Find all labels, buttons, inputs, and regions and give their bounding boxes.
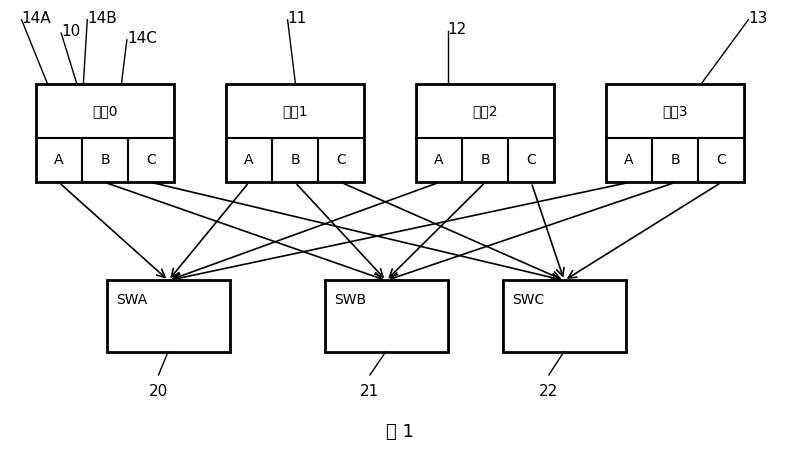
Text: 14B: 14B	[87, 11, 117, 26]
Text: C: C	[146, 153, 156, 168]
Text: SWA: SWA	[117, 293, 148, 307]
Text: 13: 13	[748, 11, 768, 26]
Bar	[226, 84, 364, 183]
Text: SWB: SWB	[334, 293, 366, 307]
Text: B: B	[670, 153, 680, 168]
Text: A: A	[624, 153, 634, 168]
Text: B: B	[480, 153, 490, 168]
Text: A: A	[244, 153, 254, 168]
Text: C: C	[717, 153, 726, 168]
Text: 14A: 14A	[22, 11, 51, 26]
Text: 节点3: 节点3	[662, 104, 688, 118]
Bar	[503, 281, 626, 352]
Text: C: C	[337, 153, 346, 168]
Text: 节点1: 节点1	[282, 104, 308, 118]
Text: B: B	[290, 153, 300, 168]
Bar	[107, 281, 230, 352]
Text: A: A	[434, 153, 444, 168]
Text: 节点0: 节点0	[92, 104, 118, 118]
Text: A: A	[54, 153, 64, 168]
Text: 21: 21	[360, 384, 379, 399]
Text: 14C: 14C	[127, 31, 157, 46]
Bar	[606, 84, 744, 183]
Text: B: B	[100, 153, 110, 168]
Bar	[325, 281, 447, 352]
Text: SWC: SWC	[513, 293, 545, 307]
Text: 12: 12	[447, 22, 466, 37]
Text: 22: 22	[539, 384, 558, 399]
Bar	[416, 84, 554, 183]
Bar	[36, 84, 174, 183]
Text: C: C	[526, 153, 536, 168]
Text: 20: 20	[149, 384, 168, 399]
Text: 11: 11	[287, 11, 307, 26]
Text: 节点2: 节点2	[472, 104, 498, 118]
Text: 图 1: 图 1	[386, 423, 414, 441]
Text: 10: 10	[61, 24, 81, 39]
